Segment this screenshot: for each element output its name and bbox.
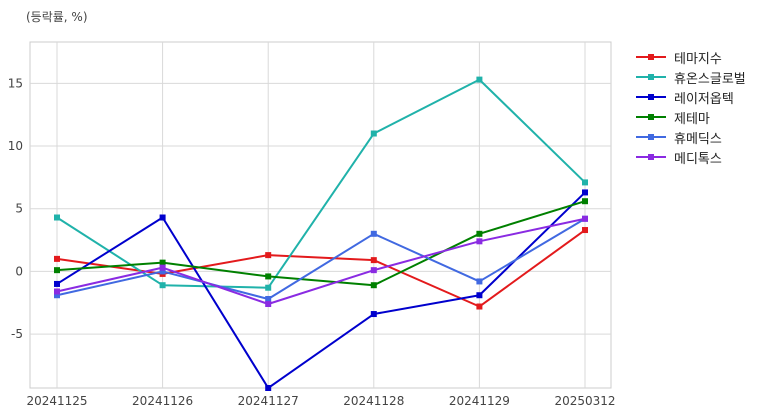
series-point (265, 385, 272, 391)
y-tick-label: 0 (15, 264, 23, 278)
series-point (159, 282, 166, 289)
legend-label: 메디톡스 (674, 151, 722, 167)
legend-swatch (636, 71, 666, 83)
y-tick-label: 15 (8, 76, 23, 90)
legend-swatch (636, 131, 666, 143)
series-point (582, 189, 588, 196)
legend-swatch (636, 91, 666, 103)
series-point (476, 76, 483, 83)
series-point (54, 292, 60, 299)
series-point (265, 273, 272, 280)
x-tick-label: 20241125 (26, 394, 87, 408)
series-point (476, 303, 483, 310)
y-tick-label: -5 (11, 327, 23, 341)
series-point (370, 267, 377, 274)
plot-frame (29, 41, 612, 389)
legend-label: 휴메딕스 (674, 131, 722, 147)
series-line (56, 78, 586, 289)
series-point (582, 179, 588, 186)
series-point (54, 255, 60, 262)
series-point (265, 252, 272, 259)
series-point (582, 215, 588, 222)
legend-item: 제테마 (636, 107, 746, 127)
series-point (476, 278, 483, 285)
series-point (370, 257, 377, 264)
series-line (56, 200, 586, 287)
series-line (56, 217, 586, 306)
legend-item: 레이저옵텍 (636, 87, 746, 107)
series-point (265, 301, 272, 308)
legend-swatch (636, 151, 666, 163)
series-point (370, 130, 377, 137)
series-point (476, 230, 483, 237)
y-tick-label: 10 (8, 139, 23, 153)
series-point (370, 311, 377, 318)
x-tick-label: 20250312 (554, 394, 615, 408)
series-point (54, 280, 60, 287)
x-tick-label: 20241126 (132, 394, 193, 408)
legend-label: 테마지수 (674, 51, 722, 67)
series-point (159, 214, 166, 221)
unit-label: (등락률, %) (26, 10, 88, 24)
legend-item: 휴온스글로벌 (636, 67, 746, 87)
x-tick-label: 20241127 (238, 394, 299, 408)
legend-label: 레이저옵텍 (674, 91, 734, 107)
series-point (476, 238, 483, 245)
legend-item: 테마지수 (636, 47, 746, 67)
series-point (54, 214, 60, 221)
series-line (56, 217, 586, 300)
series-point (54, 288, 60, 295)
legend-swatch (636, 51, 666, 63)
x-tick-label: 20241129 (449, 394, 510, 408)
y-tick-label: 5 (15, 202, 23, 216)
series-point (582, 227, 588, 234)
series-point (159, 259, 166, 266)
series-point (476, 292, 483, 299)
series-point (265, 284, 272, 291)
legend-item: 메디톡스 (636, 147, 746, 167)
series-point (370, 230, 377, 237)
legend-swatch (636, 111, 666, 123)
series-point (159, 264, 166, 271)
series-point (54, 267, 60, 274)
legend-label: 제테마 (674, 111, 710, 127)
legend-item: 휴메딕스 (636, 127, 746, 147)
series-point (582, 198, 588, 205)
series-point (370, 282, 377, 289)
legend-label: 휴온스글로벌 (674, 71, 746, 87)
x-tick-label: 20241128 (343, 394, 404, 408)
series-point (265, 295, 272, 302)
series-line (56, 191, 586, 389)
series-point (159, 268, 166, 275)
